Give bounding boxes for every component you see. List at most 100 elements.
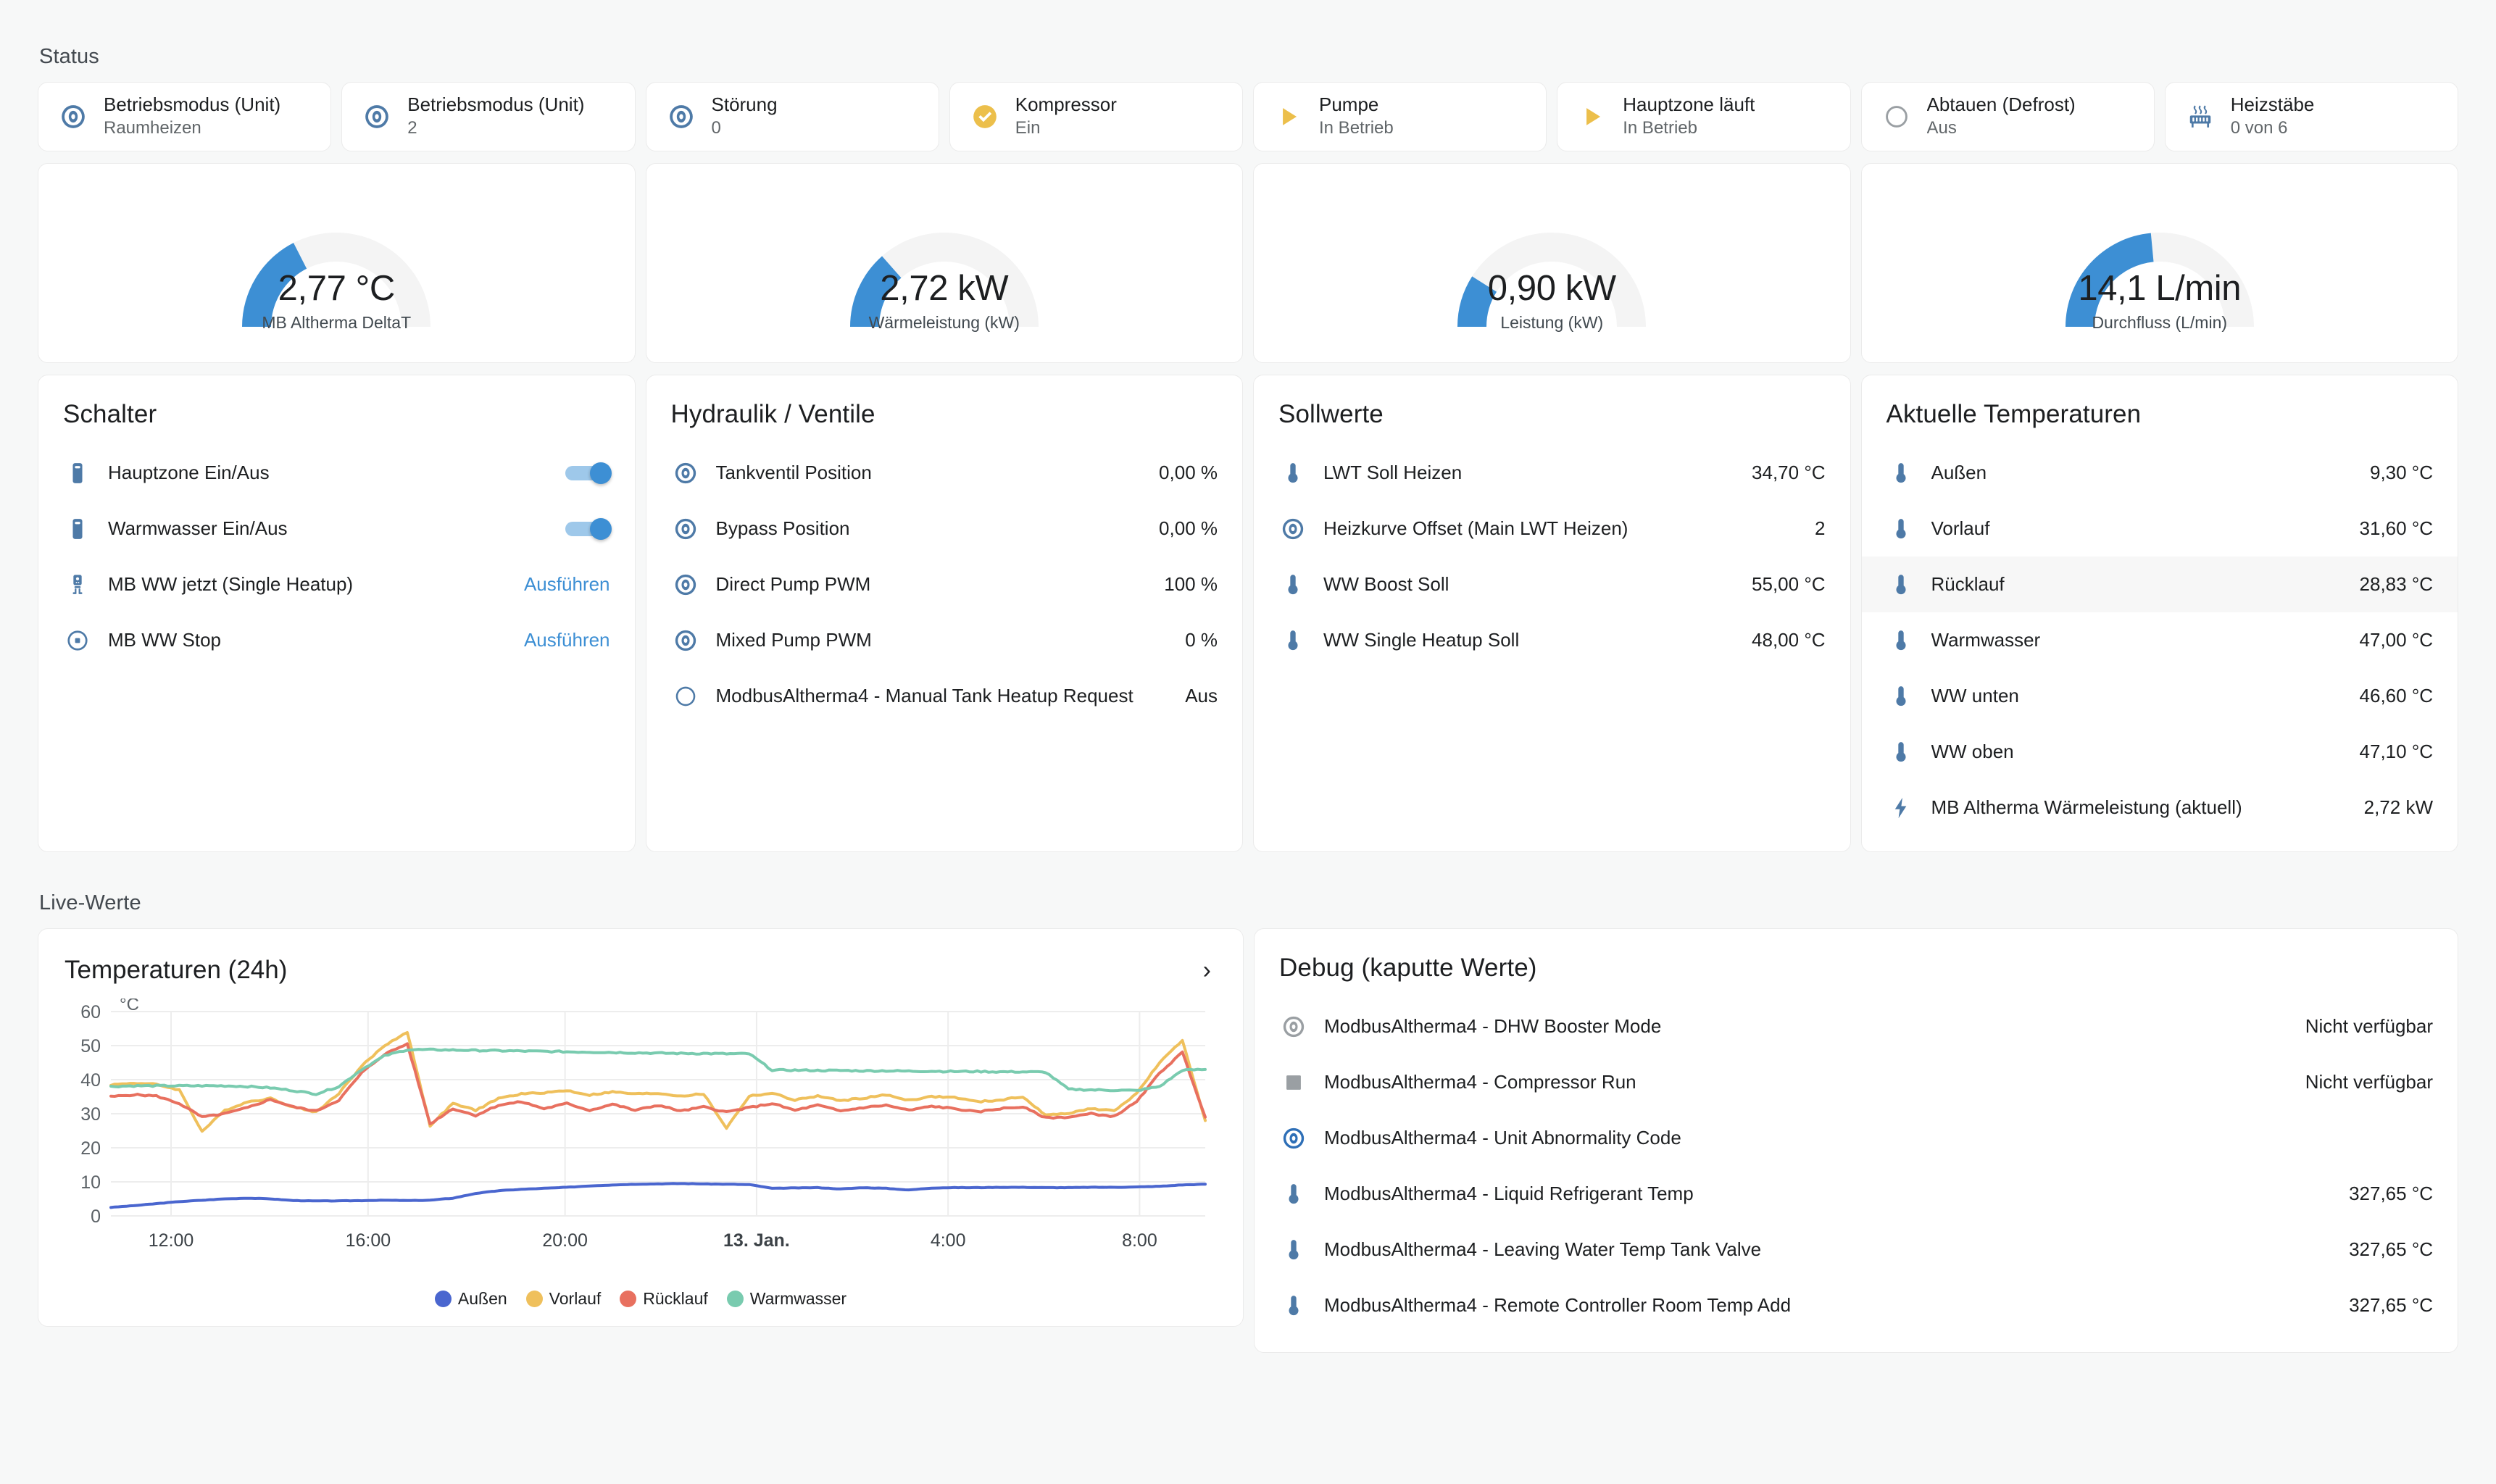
play-triangle-icon <box>1273 103 1305 130</box>
entity-row-list: Tankventil Position 0,00 % Bypass Position… <box>646 445 1243 724</box>
run-action-button[interactable]: Ausführen <box>523 573 610 595</box>
debug-row[interactable]: ModbusAltherma4 - Unit Abnormality Code <box>1255 1110 2458 1166</box>
script-icon <box>63 572 92 597</box>
chart-series-außen <box>109 1182 1207 1209</box>
eye-circle-icon <box>675 518 696 539</box>
entity-row[interactable]: Hauptzone Ein/Aus <box>38 445 635 501</box>
entity-value: 34,70 °C <box>1752 462 1826 483</box>
entity-name: Vorlauf <box>1931 517 1990 539</box>
entity-card-row: Schalter Hauptzone Ein/Aus Warmwasser Ein/… <box>38 375 2458 852</box>
gauge-label: Durchfluss (L/min) <box>2092 313 2228 332</box>
status-card[interactable]: Kompressor Ein <box>949 82 1243 151</box>
toggle-knob <box>589 517 612 540</box>
entity-row[interactable]: MB WW jetzt (Single Heatup) Ausführen <box>38 556 635 612</box>
debug-row[interactable]: ModbusAltherma4 - Liquid Refrigerant Tem… <box>1255 1166 2458 1222</box>
gauge-card[interactable]: 14,1 L/min Durchfluss (L/min) <box>1860 163 2458 363</box>
toggle-switch[interactable] <box>565 462 612 484</box>
entity-row[interactable]: WW Boost Soll 55,00 °C <box>1254 556 1850 612</box>
run-action-button[interactable]: Ausführen <box>523 629 610 651</box>
chart-plot-area[interactable]: 0 10 20 30 40 50 60 °C 12:00 16:00 20:00 13. Jan. 4:… <box>38 990 1243 1277</box>
legend-color-dot <box>620 1291 637 1307</box>
check-circle-icon <box>973 105 997 128</box>
radiator-icon <box>2184 103 2216 130</box>
status-card-state: In Betrieb <box>1623 118 1697 138</box>
gauge-arc <box>2065 233 2254 327</box>
status-card-name: Heizstäbe <box>2230 93 2315 115</box>
status-card-row: Betriebsmodus (Unit) Raumheizen Betriebsmo… <box>38 82 2458 151</box>
gauge-card[interactable]: 0,90 kW Leistung (kW) <box>1253 163 1851 363</box>
debug-entity-name: ModbusAltherma4 - Compressor Run <box>1324 1071 1636 1093</box>
thermometer-icon <box>1288 574 1298 594</box>
entity-row[interactable]: Warmwasser 47,00 °C <box>1862 612 2458 668</box>
entity-name: MB WW Stop <box>108 629 222 651</box>
status-card[interactable]: Störung 0 <box>645 82 939 151</box>
eye-circle-icon <box>1279 1126 1308 1151</box>
svg-text:8:00: 8:00 <box>1122 1230 1157 1251</box>
status-card-state: 0 von 6 <box>2230 118 2288 138</box>
status-card[interactable]: Betriebsmodus (Unit) 2 <box>341 82 636 151</box>
thermometer-icon <box>1886 461 1915 485</box>
entity-row[interactable]: MB Altherma Wärmeleistung (aktuell) 2,72 … <box>1862 780 2458 835</box>
entity-row[interactable]: WW oben 47,10 °C <box>1862 724 2458 780</box>
debug-row[interactable]: ModbusAltherma4 - DHW Booster Mode Nicht … <box>1255 999 2458 1054</box>
entity-row[interactable]: Außen 9,30 °C <box>1862 445 2458 501</box>
thermometer-icon <box>1895 462 1906 483</box>
entity-row[interactable]: Bypass Position 0,00 % <box>646 501 1243 556</box>
legend-item[interactable]: Außen <box>434 1289 507 1309</box>
toggle-switch-icon <box>63 517 92 541</box>
thermometer-icon <box>1886 684 1915 709</box>
section-label-status: Status <box>39 45 99 68</box>
entity-row[interactable]: LWT Soll Heizen 34,70 °C <box>1254 445 1850 501</box>
entity-row[interactable]: Warmwasser Ein/Aus <box>38 501 635 556</box>
entity-row[interactable]: Rücklauf 28,83 °C <box>1861 556 2458 612</box>
status-card[interactable]: Abtauen (Defrost) Aus <box>1860 82 2155 151</box>
status-card[interactable]: Hauptzone läuft In Betrieb <box>1557 82 1851 151</box>
debug-row[interactable]: ModbusAltherma4 - Leaving Water Temp Tan… <box>1255 1222 2458 1277</box>
entity-row[interactable]: Direct Pump PWM 100 % <box>646 556 1243 612</box>
entity-row[interactable]: Heizkurve Offset (Main LWT Heizen) 2 <box>1254 501 1850 556</box>
entity-value: Aus <box>1185 685 1218 706</box>
gauge: 2,72 kW Wärmeleistung (kW) <box>821 192 1068 334</box>
chart-series-warmwasser <box>109 1047 1207 1096</box>
legend-label: Warmwasser <box>749 1289 847 1308</box>
debug-entity-name: ModbusAltherma4 - Unit Abnormality Code <box>1324 1127 1681 1149</box>
entity-row[interactable]: ModbusAltherma4 - Manual Tank Heatup Req… <box>646 668 1243 724</box>
toggle-switch[interactable] <box>565 517 612 540</box>
entity-value: 28,83 °C <box>2359 573 2433 595</box>
thermometer-icon <box>1886 572 1915 597</box>
status-card[interactable]: Betriebsmodus (Unit) Raumheizen <box>38 82 332 151</box>
legend-label: Rücklauf <box>643 1289 708 1308</box>
chevron-right-icon[interactable]: › <box>1202 956 1211 984</box>
entity-row[interactable]: MB WW Stop Ausführen <box>38 612 635 668</box>
debug-row[interactable]: ModbusAltherma4 - Compressor Run Nicht ve… <box>1255 1054 2458 1110</box>
legend-item[interactable]: Rücklauf <box>620 1289 708 1309</box>
status-card[interactable]: Heizstäbe 0 von 6 <box>2164 82 2458 151</box>
legend-item[interactable]: Warmwasser <box>726 1289 847 1309</box>
entity-card-title: Schalter <box>63 400 157 428</box>
gauge-card[interactable]: 2,77 °C MB Altherma DeltaT <box>38 163 636 363</box>
entity-name: Bypass Position <box>715 517 850 539</box>
gauge-card[interactable]: 2,72 kW Wärmeleistung (kW) <box>645 163 1243 363</box>
status-card-text: Kompressor Ein <box>1015 93 1117 140</box>
gauge-label: Wärmeleistung (kW) <box>868 313 1020 332</box>
eye-circle-icon <box>62 105 85 128</box>
debug-entity-value: Nicht verfügbar <box>2305 1071 2433 1093</box>
entity-row[interactable]: Tankventil Position 0,00 % <box>646 445 1243 501</box>
debug-row[interactable]: ModbusAltherma4 - Remote Controller Room… <box>1255 1277 2458 1333</box>
gauge-value: 2,72 kW <box>880 269 1009 308</box>
legend-color-dot <box>525 1291 543 1307</box>
entity-name: Heizkurve Offset (Main LWT Heizen) <box>1323 517 1628 539</box>
status-card[interactable]: Pumpe In Betrieb <box>1253 82 1547 151</box>
status-card-state: Aus <box>1926 118 1957 138</box>
thermometer-icon <box>1279 1182 1308 1206</box>
svg-text:13. Jan.: 13. Jan. <box>723 1230 790 1251</box>
entity-card: Schalter Hauptzone Ein/Aus Warmwasser Ein/… <box>38 375 636 852</box>
status-card-name: Störung <box>711 93 778 115</box>
entity-row[interactable]: WW Single Heatup Soll 48,00 °C <box>1254 612 1850 668</box>
eye-circle-icon <box>365 105 389 128</box>
legend-item[interactable]: Vorlauf <box>525 1289 601 1309</box>
entity-row[interactable]: WW unten 46,60 °C <box>1862 668 2458 724</box>
entity-row[interactable]: Vorlauf 31,60 °C <box>1862 501 2458 556</box>
entity-row[interactable]: Mixed Pump PWM 0 % <box>646 612 1243 668</box>
